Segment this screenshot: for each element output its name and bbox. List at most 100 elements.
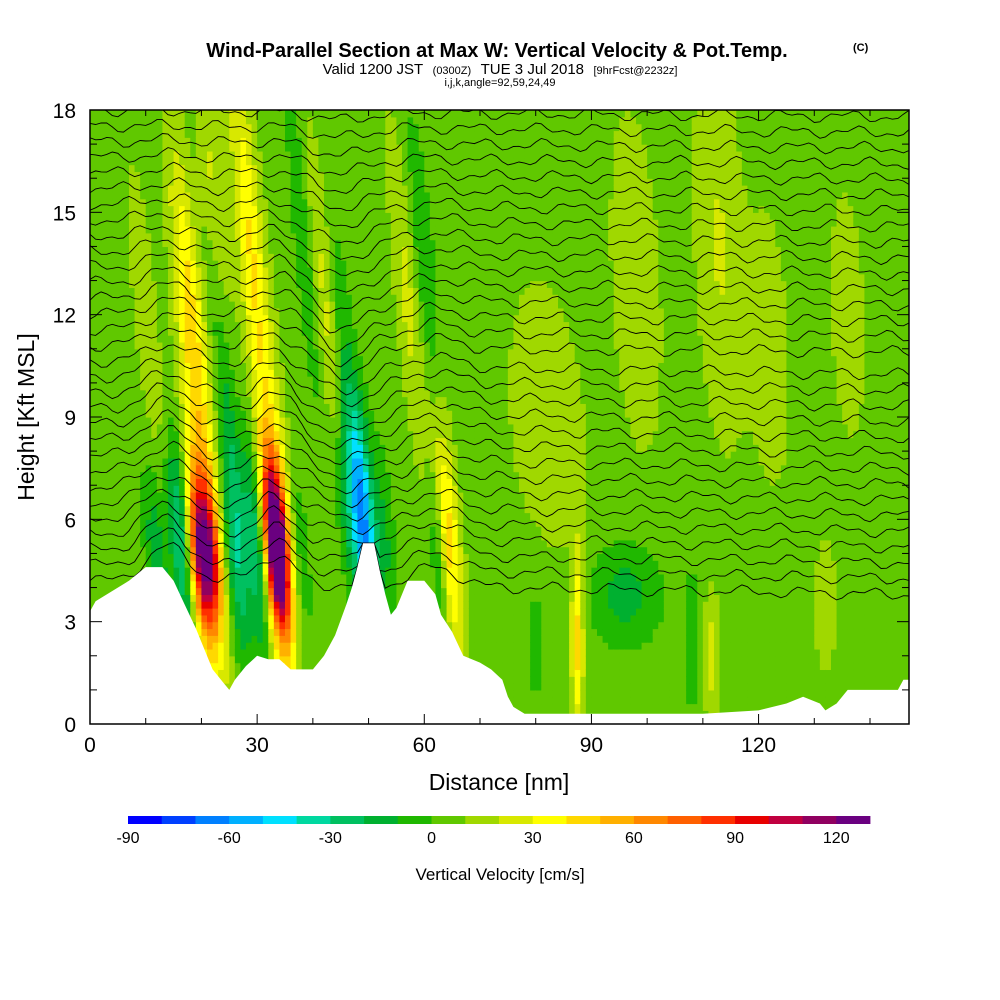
velocity-cell: [223, 287, 230, 295]
velocity-cell: [357, 260, 364, 268]
velocity-cell: [229, 294, 236, 302]
velocity-cell: [151, 191, 158, 200]
velocity-cell: [229, 239, 236, 248]
velocity-cell: [290, 178, 297, 186]
velocity-cell: [156, 444, 164, 452]
velocity-cell: [190, 185, 197, 193]
velocity-cell: [312, 185, 320, 193]
velocity-cell: [351, 451, 359, 459]
velocity-cell: [179, 403, 186, 411]
velocity-cell: [151, 157, 158, 166]
velocity-cell: [134, 451, 141, 459]
velocity-cell: [101, 253, 108, 261]
velocity-cell: [112, 580, 119, 589]
velocity-cell: [374, 437, 381, 445]
velocity-cell: [123, 130, 130, 138]
velocity-cell: [123, 471, 130, 479]
velocity-cell: [201, 369, 208, 377]
velocity-cell: [173, 362, 180, 370]
velocity-cell: [390, 328, 398, 336]
velocity-cell: [262, 294, 269, 302]
velocity-cell: [335, 437, 342, 445]
velocity-cell: [240, 260, 247, 268]
velocity-cell: [201, 526, 208, 534]
velocity-cell: [335, 294, 342, 302]
velocity-cell: [246, 614, 253, 623]
velocity-cell: [246, 498, 253, 507]
velocity-cell: [307, 498, 314, 507]
velocity-cell: [106, 150, 113, 159]
velocity-cell: [335, 457, 342, 466]
velocity-cell: [385, 505, 392, 514]
velocity-cell: [134, 526, 141, 534]
velocity-cell: [145, 505, 152, 514]
velocity-cell: [340, 246, 347, 254]
velocity-cell: [335, 137, 342, 145]
velocity-cell: [324, 628, 331, 636]
velocity-cell: [273, 580, 281, 589]
velocity-cell: [240, 567, 247, 575]
velocity-cell: [379, 539, 386, 548]
velocity-cell: [257, 307, 264, 316]
velocity-cell: [324, 580, 331, 589]
velocity-cell: [168, 157, 175, 166]
velocity-cell: [117, 321, 125, 329]
velocity-cell: [285, 621, 292, 630]
velocity-cell: [329, 451, 336, 459]
velocity-cell: [363, 512, 370, 520]
velocity-cell: [379, 369, 386, 377]
velocity-cell: [106, 287, 113, 295]
velocity-cell: [329, 301, 336, 309]
velocity-cell: [324, 512, 331, 520]
velocity-cell: [279, 110, 286, 118]
velocity-cell: [184, 539, 191, 548]
velocity-cell: [156, 144, 164, 152]
velocity-cell: [257, 417, 264, 425]
velocity-cell: [95, 110, 102, 118]
velocity-cell: [95, 178, 102, 186]
velocity-cell: [307, 567, 314, 575]
velocity-cell: [290, 348, 297, 357]
velocity-cell: [346, 444, 353, 452]
velocity-cell: [324, 232, 331, 241]
velocity-field: [90, 110, 909, 724]
velocity-cell: [140, 280, 147, 288]
velocity-cell: [296, 526, 303, 534]
velocity-cell: [335, 403, 342, 411]
velocity-cell: [301, 266, 308, 275]
velocity-cell: [156, 451, 164, 459]
velocity-cell: [168, 301, 175, 309]
velocity-cell: [268, 185, 275, 193]
velocity-cell: [101, 526, 108, 534]
velocity-cell: [312, 423, 320, 432]
velocity-cell: [273, 430, 281, 439]
velocity-cell: [290, 198, 297, 207]
velocity-cell: [223, 471, 230, 479]
velocity-cell: [329, 573, 336, 582]
velocity-cell: [363, 164, 370, 172]
velocity-cell: [273, 498, 281, 507]
velocity-cell: [335, 321, 342, 329]
velocity-cell: [346, 355, 353, 364]
velocity-cell: [318, 341, 325, 350]
velocity-cell: [385, 321, 392, 329]
velocity-cell: [129, 287, 136, 295]
velocity-cell: [151, 341, 158, 350]
velocity-cell: [101, 205, 108, 213]
velocity-cell: [251, 232, 258, 241]
velocity-cell: [318, 164, 325, 172]
velocity-cell: [273, 335, 281, 343]
velocity-cell: [324, 444, 331, 452]
velocity-cell: [134, 301, 141, 309]
velocity-cell: [329, 144, 336, 152]
velocity-cell: [234, 423, 242, 432]
velocity-cell: [285, 382, 292, 391]
velocity-cell: [112, 362, 119, 370]
velocity-cell: [190, 362, 197, 370]
velocity-cell: [318, 253, 325, 261]
velocity-cell: [363, 355, 370, 364]
velocity-cell: [117, 423, 125, 432]
velocity-cell: [385, 601, 392, 609]
velocity-cell: [151, 232, 158, 241]
velocity-cell: [207, 417, 214, 425]
